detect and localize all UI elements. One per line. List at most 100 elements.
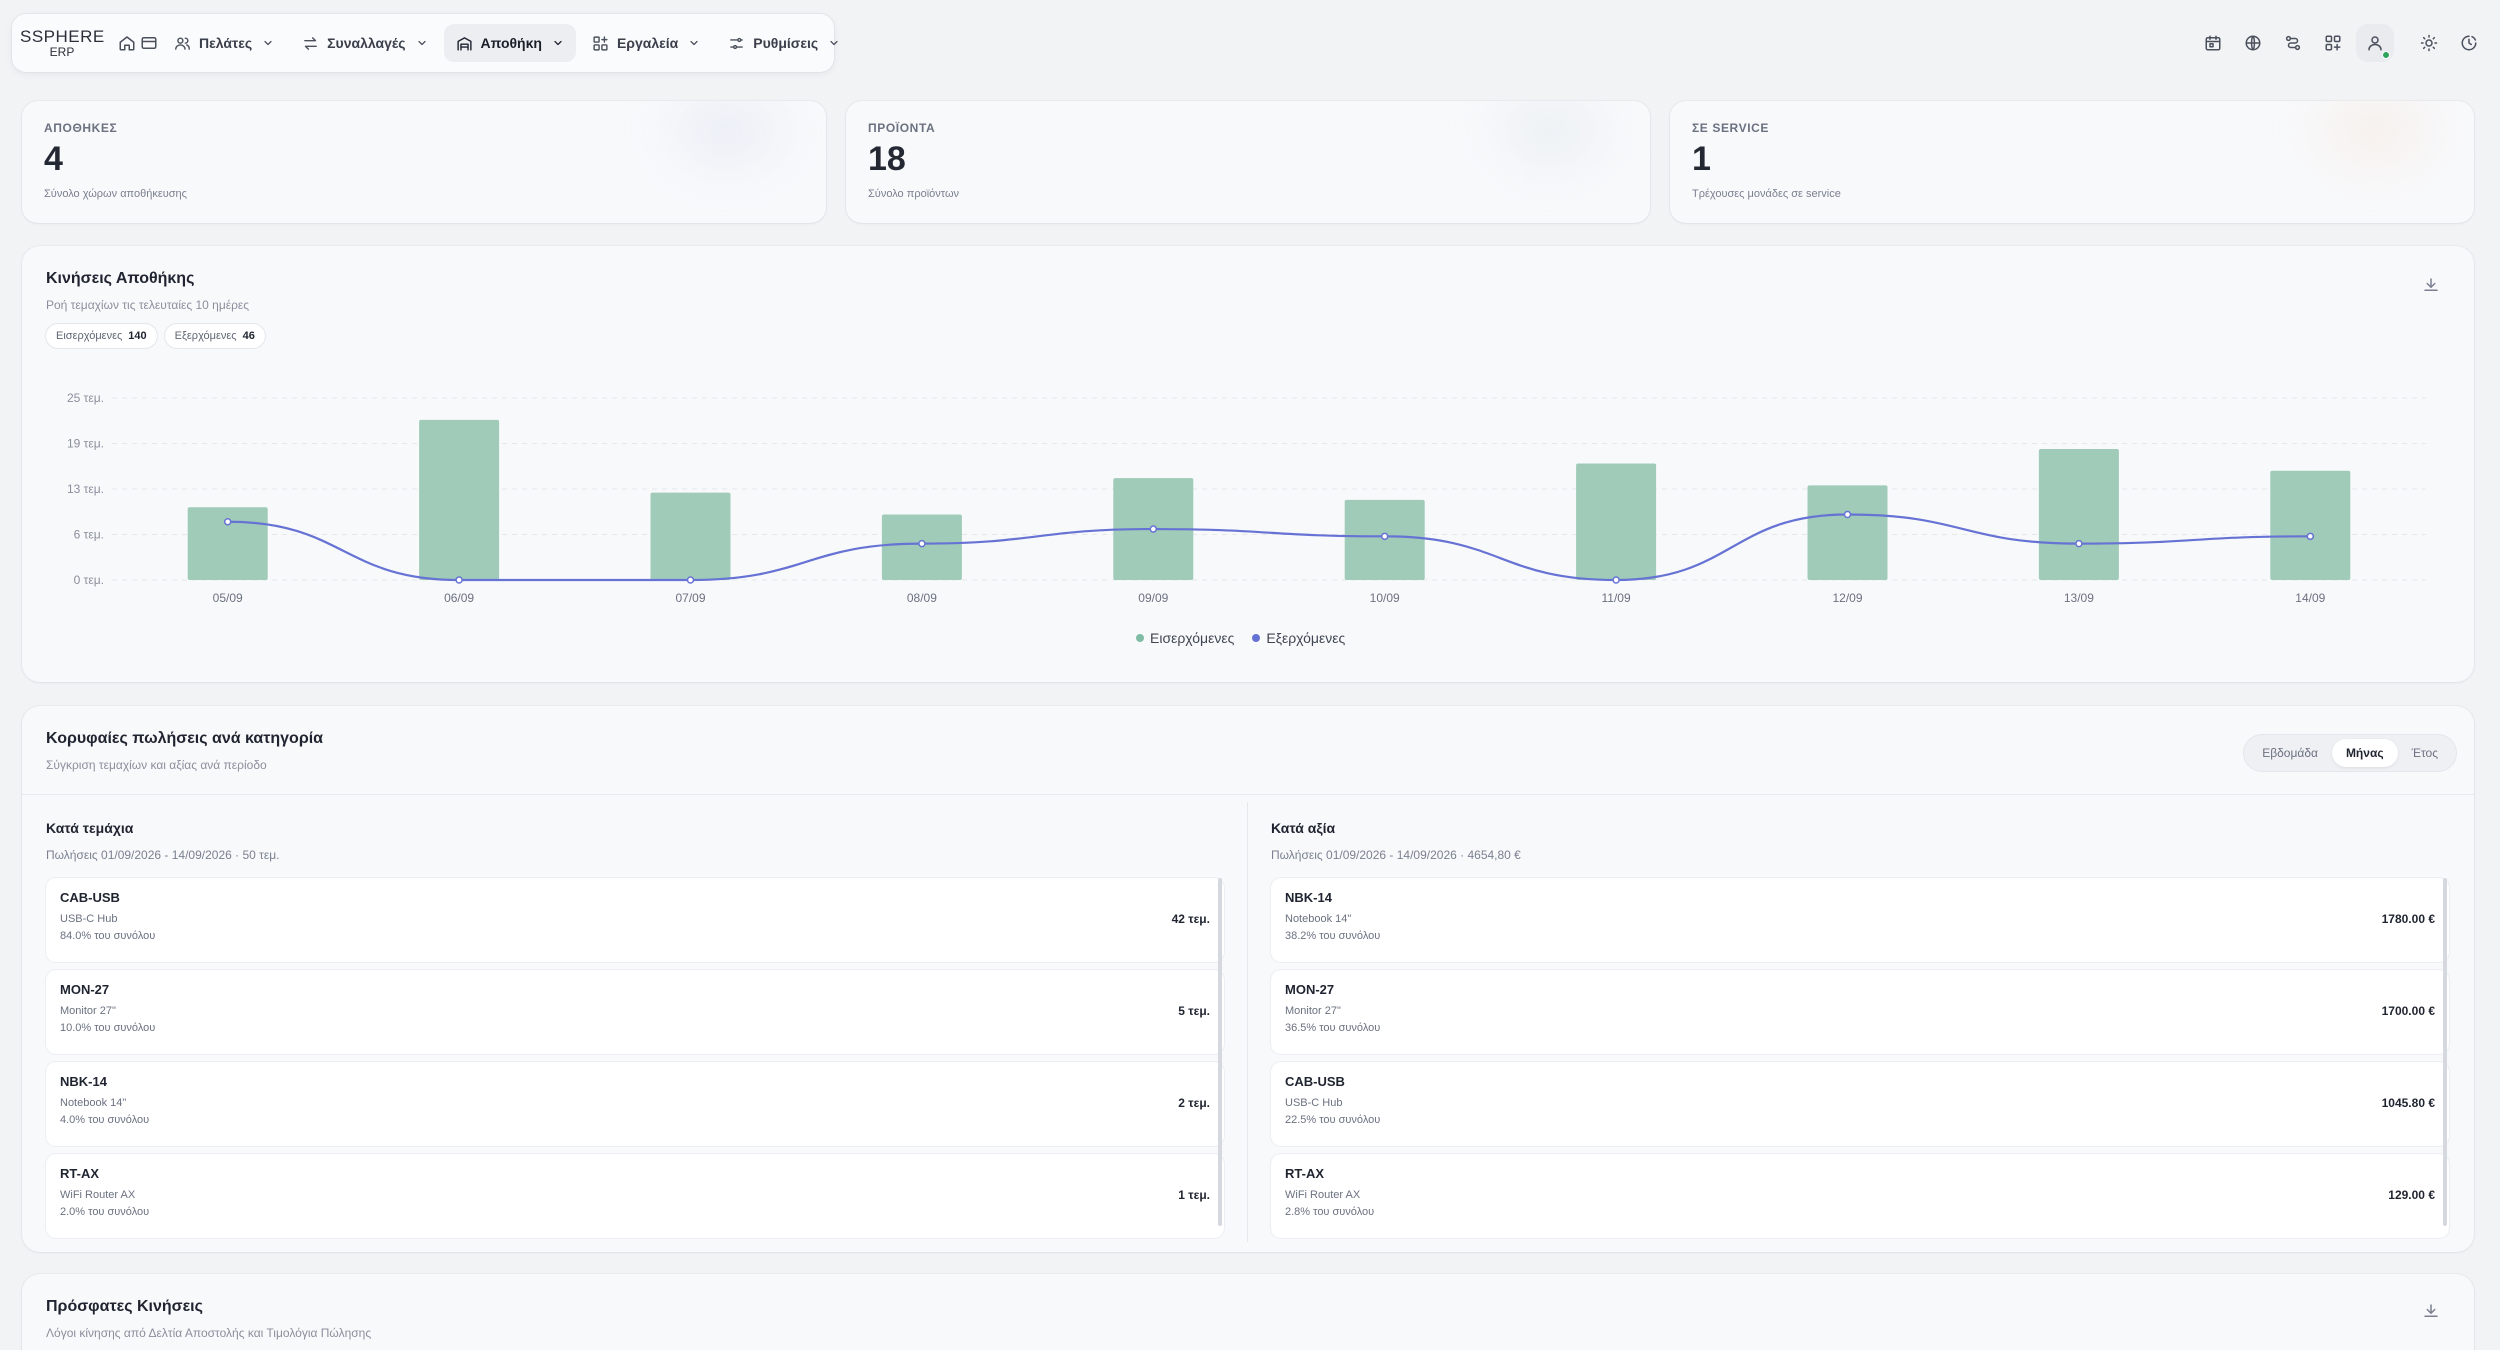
nav-item-customers[interactable]: Πελάτες (162, 24, 286, 62)
x-tick-label: 13/09 (2064, 591, 2094, 605)
by-value-list: NBK-14 Notebook 14" 38.2% του συνόλου 17… (1271, 878, 2449, 1240)
credit-card-icon (140, 34, 158, 52)
home-button[interactable] (118, 25, 136, 61)
chevron-down-icon (552, 37, 564, 49)
legend-item-outgoing[interactable]: Εξερχόμενες (1252, 630, 1345, 646)
list-item[interactable]: MON-27 Monitor 27" 10.0% του συνόλου 5 τ… (46, 970, 1224, 1054)
calendar-button[interactable] (2194, 24, 2232, 62)
nav-item-transactions[interactable]: Συναλλαγές (290, 24, 439, 62)
product-share: 38.2% του συνόλου (1285, 930, 1381, 942)
section-divider (22, 794, 2474, 795)
bar (1807, 485, 1888, 580)
product-name: WiFi Router AX (1285, 1189, 1361, 1201)
list-item[interactable]: MON-27 Monitor 27" 36.5% του συνόλου 170… (1271, 970, 2449, 1054)
product-code: NBK-14 (1285, 890, 1332, 905)
period-month[interactable]: Μήνας (2331, 739, 2398, 767)
product-amount: 1700.00 € (2381, 1004, 2435, 1018)
stat-label: ΣΕ SERVICE (1692, 121, 1770, 135)
cards-button[interactable] (140, 25, 158, 61)
product-share: 4.0% του συνόλου (60, 1114, 150, 1126)
movements-chart: 25 τεμ. 19 τεμ. 13 τεμ. 6 τεμ. 0 τεμ. 05/09 06… (67, 391, 2426, 605)
product-amount: 129.00 € (2388, 1188, 2435, 1202)
list-scrollbar[interactable] (1218, 878, 1222, 1226)
stat-label: ΑΠΟΘΗΚΕΣ (44, 121, 118, 135)
panel-title: Κορυφαίες πωλήσεις ανά κατηγορία (46, 730, 324, 747)
period-year[interactable]: Έτος (2411, 746, 2438, 760)
list-item[interactable]: CAB-USB USB-C Hub 22.5% του συνόλου 1045… (1271, 1062, 2449, 1146)
chip-value: 140 (128, 330, 147, 342)
online-status-dot (2382, 51, 2390, 59)
theme-toggle-button[interactable] (2410, 24, 2448, 62)
nav-item-label: Συναλλαγές (327, 35, 406, 51)
y-tick-label: 25 τεμ. (67, 391, 104, 405)
download-button[interactable] (2416, 270, 2446, 300)
period-week[interactable]: Εβδομάδα (2262, 746, 2318, 760)
x-tick-label: 11/09 (1602, 591, 1631, 605)
nav-item-tools[interactable]: Εργαλεία (580, 24, 712, 62)
product-code: MON-27 (60, 982, 110, 997)
download-icon (2422, 276, 2440, 294)
nav-item-warehouse[interactable]: Αποθήκη (443, 24, 576, 62)
download-button[interactable] (2416, 1296, 2446, 1326)
product-name: USB-C Hub (1285, 1097, 1343, 1109)
legend-item-incoming[interactable]: Εισερχόμενες (1136, 630, 1234, 646)
product-code: RT-AX (1285, 1166, 1324, 1181)
panel-subtitle: Λόγοι κίνησης από Δελτία Αποστολής και Τ… (46, 1326, 372, 1340)
product-code: RT-AX (60, 1166, 99, 1181)
y-tick-label: 19 τεμ. (67, 437, 104, 451)
product-amount: 1 τεμ. (1178, 1188, 1210, 1202)
warehouse-icon (456, 35, 473, 52)
by-value-header: Κατά αξία Πωλήσεις 01/09/2026 - 14/09/20… (1271, 820, 1521, 862)
y-tick-label: 0 τεμ. (74, 573, 104, 587)
product-amount: 2 τεμ. (1178, 1096, 1210, 1110)
sliders-icon (728, 35, 745, 52)
column-divider (1247, 802, 1248, 1242)
legend-swatch (1252, 634, 1261, 642)
list-item[interactable]: NBK-14 Notebook 14" 4.0% του συνόλου 2 τ… (46, 1062, 1224, 1146)
apps-button[interactable] (2314, 24, 2352, 62)
user-icon (2366, 34, 2384, 52)
y-tick-label: 13 τεμ. (67, 482, 104, 496)
stat-subtitle: Σύνολο προϊόντων (868, 188, 960, 201)
line-point (2306, 532, 2315, 541)
by-quantity-list: CAB-USB USB-C Hub 84.0% του συνόλου 42 τ… (46, 878, 1226, 1240)
list-item[interactable]: RT-AX WiFi Router AX 2.0% του συνόλου 1 … (46, 1154, 1224, 1238)
outgoing-line (227, 513, 2311, 582)
column-subtitle: Πωλήσεις 01/09/2026 - 14/09/2026 · 4654,… (1271, 848, 1521, 862)
history-button[interactable] (2450, 24, 2488, 62)
line-point (1843, 510, 1852, 519)
apps-grid-icon (2324, 34, 2342, 52)
list-item[interactable]: NBK-14 Notebook 14" 38.2% του συνόλου 17… (1271, 878, 2449, 962)
stat-value: 18 (868, 140, 906, 178)
line-point (1612, 576, 1620, 584)
stat-subtitle: Τρέχουσες μονάδες σε service (1692, 188, 1841, 201)
stat-subtitle: Σύνολο χώρων αποθήκευσης (44, 188, 187, 201)
list-item[interactable]: RT-AX WiFi Router AX 2.8% του συνόλου 12… (1271, 1154, 2449, 1238)
x-tick-label: 14/09 (2295, 591, 2325, 605)
app-logo[interactable]: SSPHERE ERP (20, 28, 104, 58)
stat-card-warehouses: ΑΠΟΘΗΚΕΣ 4 Σύνολο χώρων αποθήκευσης (22, 101, 826, 223)
chevron-down-icon (688, 37, 700, 49)
product-code: CAB-USB (1285, 1074, 1345, 1089)
chevron-down-icon (828, 37, 840, 49)
x-tick-label: 05/09 (213, 591, 243, 605)
product-name: Monitor 27" (60, 1005, 116, 1017)
product-name: Monitor 27" (1285, 1005, 1341, 1017)
x-tick-label: 10/09 (1370, 591, 1400, 605)
list-scrollbar[interactable] (2443, 878, 2447, 1226)
x-tick-label: 06/09 (444, 591, 474, 605)
bar (650, 492, 731, 580)
list-item[interactable]: CAB-USB USB-C Hub 84.0% του συνόλου 42 τ… (46, 878, 1224, 962)
line-point (2075, 539, 2083, 548)
legend-swatch (1136, 634, 1144, 642)
language-button[interactable] (2234, 24, 2272, 62)
line-point (918, 539, 926, 548)
workflow-button[interactable] (2274, 24, 2312, 62)
product-amount: 1780.00 € (2381, 912, 2435, 926)
top-sales-panel: Κορυφαίες πωλήσεις ανά κατηγορία Σύγκρισ… (22, 706, 2474, 1252)
user-avatar-button[interactable] (2356, 24, 2394, 62)
product-code: NBK-14 (60, 1074, 107, 1089)
column-title: Κατά τεμάχια (46, 820, 134, 836)
stat-card-products: ΠΡΟΪΟΝΤΑ 18 Σύνολο προϊόντων (846, 101, 1650, 223)
nav-item-settings[interactable]: Ρυθμίσεις (716, 24, 852, 62)
